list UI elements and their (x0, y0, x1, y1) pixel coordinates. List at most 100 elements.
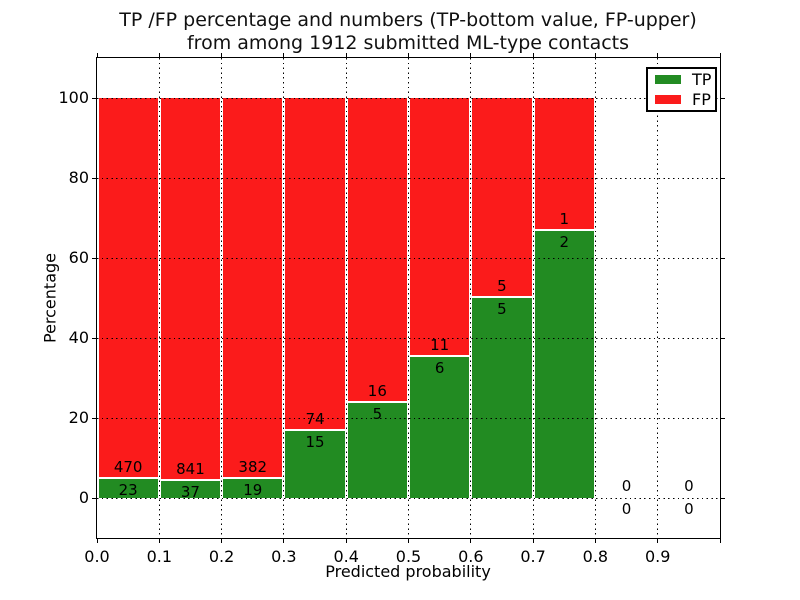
x-tick-label: 0.0 (84, 547, 110, 566)
x-tick-label: 0.5 (395, 547, 422, 566)
x-tick-mark (408, 53, 409, 57)
y-tick-mark (721, 177, 725, 179)
x-tick-mark (532, 539, 534, 543)
legend: TP FP (646, 67, 717, 112)
y-tick-mark (92, 417, 96, 419)
fp-count-label: 16 (367, 381, 387, 400)
fp-count-label: 11 (430, 335, 450, 354)
x-axis-label: Predicted probability (325, 562, 491, 581)
y-tick-mark (721, 337, 725, 339)
x-tick-mark (470, 539, 472, 543)
x-gridline (470, 58, 472, 538)
fp-bar-segment (98, 98, 158, 480)
tp-legend-label: TP (692, 69, 712, 89)
tp-count-label: 2 (559, 233, 570, 252)
x-gridline (283, 58, 285, 538)
x-gridline (345, 58, 347, 538)
tp-count-label: 5 (372, 404, 383, 423)
fp-count-label: 1 (559, 210, 570, 229)
fp-count-label: 382 (238, 458, 268, 477)
tp-count-label: 15 (305, 432, 325, 451)
y-tick-mark (92, 177, 96, 179)
x-tick-label: 0.1 (146, 547, 173, 566)
tp-legend-swatch (655, 75, 681, 84)
x-gridline (594, 58, 596, 538)
chart-title-line1: TP /FP percentage and numbers (TP-bottom… (119, 9, 697, 31)
legend-entry-fp: FP (648, 90, 715, 110)
tp-bar-segment (472, 298, 532, 498)
tp-bar-segment (534, 231, 594, 498)
x-tick-mark (221, 539, 223, 543)
x-gridline (532, 58, 534, 538)
tp-count-label: 19 (243, 481, 263, 500)
x-tick-mark (657, 539, 659, 543)
x-tick-mark (408, 539, 409, 543)
y-tick-mark (721, 497, 725, 499)
x-gridline (408, 58, 409, 538)
x-gridline (657, 58, 659, 538)
y-tick-label: 20 (68, 408, 89, 427)
y-tick-mark (92, 337, 96, 339)
fp-count-label: 74 (305, 409, 325, 428)
fp-count-label: 0 (621, 477, 632, 495)
fp-count-label: 470 (113, 458, 143, 477)
tp-bar-segment (285, 430, 345, 498)
x-tick-label: 0.4 (333, 547, 359, 566)
y-tick-mark (721, 417, 725, 419)
x-tick-label: 0.2 (208, 547, 235, 566)
tp-bar-segment (160, 481, 221, 498)
legend-entry-tp: TP (648, 70, 715, 90)
tp-count-label: 37 (180, 483, 200, 502)
fp-bar-segment (472, 98, 532, 298)
chart-title: TP /FP percentage and numbers (TP-bottom… (9, 9, 800, 55)
grid-layer (97, 58, 720, 538)
x-tick-mark (158, 539, 160, 543)
x-tick-label: 0.6 (458, 547, 484, 566)
y-tick-mark (721, 257, 725, 259)
bar-count-labels-layer: 470 23 841 37 382 19 74 15 16 5 11 6 5 5 1 2 0 0 0 0 (97, 58, 720, 538)
fp-bar-segment (285, 98, 345, 431)
x-tick-label: 0.9 (644, 547, 671, 566)
y-tick-mark (92, 257, 96, 259)
fp-count-label: 0 (684, 477, 694, 495)
bars-layer (97, 58, 720, 538)
tp-count-label: 5 (497, 300, 507, 318)
y-tick-label: 80 (68, 168, 89, 187)
x-tick-mark (532, 53, 534, 57)
x-tick-mark (594, 53, 596, 57)
x-tick-mark (221, 53, 223, 57)
fp-bar-segment (410, 98, 470, 357)
plot-area: 470 23 841 37 382 19 74 15 16 5 11 6 5 5 1 2 0 0 0 0 (97, 58, 720, 538)
x-tick-mark (719, 539, 721, 543)
fp-bar-segment (223, 98, 283, 480)
y-tick-mark (92, 497, 96, 499)
tp-count-label: 23 (118, 481, 138, 500)
x-tick-mark (96, 539, 98, 543)
fp-bar-segment (534, 98, 594, 232)
tp-bar-segment (98, 479, 158, 498)
x-tick-mark (657, 53, 659, 57)
x-tick-mark (158, 53, 160, 57)
fp-count-label: 5 (497, 277, 507, 295)
x-gridline (221, 58, 223, 538)
fp-legend-label: FP (692, 89, 711, 109)
tp-count-label: 6 (434, 358, 445, 377)
x-tick-mark (96, 53, 98, 57)
x-tick-label: 0.3 (271, 547, 297, 566)
x-tick-mark (283, 53, 285, 57)
x-tick-label: 0.8 (582, 547, 609, 566)
y-tick-mark (92, 97, 96, 99)
x-tick-mark (719, 53, 721, 57)
tp-bar-segment (410, 356, 470, 498)
x-tick-mark (470, 53, 472, 57)
fp-legend-swatch (655, 95, 681, 104)
fp-bar-segment (160, 98, 221, 482)
y-tick-label: 100 (58, 88, 89, 107)
chart-title-line2: from among 1912 submitted ML-type contac… (186, 32, 630, 54)
x-tick-label: 0.7 (520, 547, 546, 566)
y-tick-label: 0 (78, 488, 89, 507)
fp-count-label: 841 (176, 460, 205, 479)
tp-count-label: 0 (684, 500, 694, 518)
y-tick-label: 60 (68, 248, 89, 267)
